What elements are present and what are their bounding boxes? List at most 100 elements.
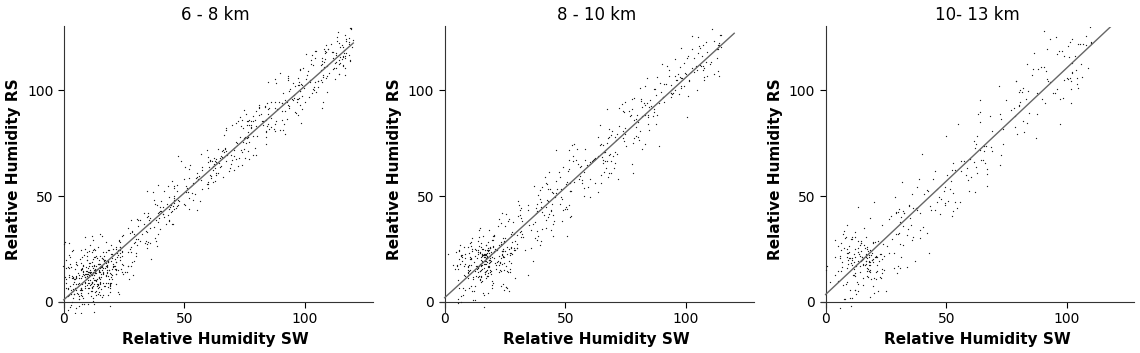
Point	[74, 268, 92, 274]
Point	[65, 291, 83, 297]
Point	[211, 164, 229, 170]
Point	[1052, 48, 1070, 54]
Point	[125, 240, 144, 246]
Point	[513, 231, 531, 237]
Point	[449, 285, 467, 290]
Point	[598, 175, 617, 180]
Point	[1033, 96, 1051, 102]
Point	[858, 245, 877, 250]
Point	[131, 217, 149, 223]
Point	[605, 165, 624, 170]
Point	[848, 249, 866, 255]
Point	[258, 117, 276, 123]
Point	[573, 177, 592, 183]
Point	[328, 34, 347, 40]
Point	[544, 233, 562, 238]
Point	[492, 261, 511, 267]
Point	[691, 62, 709, 68]
Point	[88, 288, 106, 294]
Point	[1010, 103, 1028, 109]
Point	[634, 113, 652, 118]
Point	[864, 275, 882, 281]
Point	[495, 287, 513, 293]
Point	[507, 246, 526, 251]
Point	[1010, 102, 1028, 108]
Point	[498, 269, 516, 274]
Point	[702, 22, 720, 28]
Point	[201, 158, 219, 164]
Point	[100, 271, 119, 276]
Point	[560, 148, 578, 153]
Point	[67, 273, 86, 279]
Point	[81, 281, 99, 287]
Point	[302, 57, 320, 62]
Point	[480, 263, 498, 269]
Point	[998, 97, 1016, 103]
Point	[464, 274, 482, 280]
Point	[479, 239, 497, 245]
Point	[89, 291, 107, 297]
Point	[286, 83, 304, 89]
Point	[840, 255, 858, 261]
Point	[165, 207, 184, 212]
Point	[92, 233, 111, 239]
Point	[250, 106, 268, 111]
Point	[301, 80, 319, 85]
Point	[124, 258, 142, 263]
Point	[483, 237, 502, 243]
Point	[944, 208, 962, 214]
Point	[138, 241, 156, 247]
Point	[484, 233, 503, 239]
Point	[838, 254, 856, 260]
Point	[103, 274, 121, 280]
Point	[104, 265, 122, 270]
Point	[316, 56, 334, 62]
Point	[907, 207, 926, 213]
Point	[303, 52, 321, 58]
Point	[86, 262, 104, 267]
Point	[666, 56, 684, 61]
Point	[478, 259, 496, 265]
Point	[1024, 66, 1042, 72]
Point	[907, 205, 926, 211]
Point	[73, 265, 91, 271]
Point	[91, 292, 109, 298]
Point	[93, 249, 112, 255]
Point	[624, 106, 642, 112]
Point	[971, 97, 990, 103]
Point	[237, 140, 255, 146]
Point	[122, 249, 140, 255]
Point	[597, 158, 616, 164]
Point	[544, 189, 562, 195]
Point	[1035, 64, 1053, 70]
Point	[972, 158, 991, 163]
Point	[899, 203, 918, 208]
Point	[203, 158, 221, 163]
Point	[288, 96, 307, 102]
Point	[685, 69, 703, 74]
Point	[471, 268, 489, 274]
Point	[1054, 96, 1073, 101]
Point	[873, 222, 891, 227]
Point	[92, 256, 111, 261]
Point	[936, 202, 954, 208]
Point	[141, 215, 160, 221]
Point	[969, 111, 987, 117]
Point	[73, 293, 91, 299]
Point	[499, 259, 518, 264]
Point	[844, 256, 862, 261]
Point	[80, 271, 98, 277]
Point	[491, 260, 510, 265]
Point	[702, 59, 720, 65]
Point	[328, 39, 347, 44]
Point	[209, 170, 227, 176]
Point	[449, 266, 467, 272]
Point	[148, 219, 166, 225]
Point	[481, 271, 499, 277]
Point	[478, 247, 496, 252]
Point	[256, 128, 275, 134]
Point	[868, 268, 886, 274]
Point	[847, 263, 865, 269]
Point	[192, 151, 210, 156]
Point	[492, 210, 511, 216]
